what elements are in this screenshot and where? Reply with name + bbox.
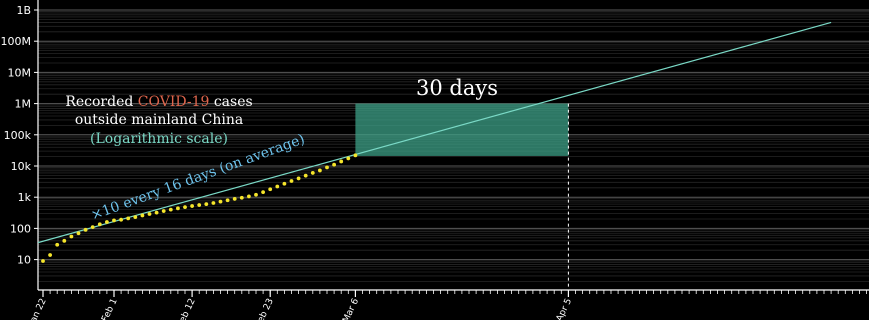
data-point <box>112 218 116 223</box>
x-tick-labels: Jan 22 Feb 1 Feb 12 Feb 23 Mar 6 Apr 5 <box>27 290 574 320</box>
y-tick-label: 1k <box>18 191 32 204</box>
data-point <box>310 171 315 175</box>
data-point <box>48 253 52 257</box>
y-tick-label: 100k <box>4 129 32 142</box>
projection-box <box>355 103 569 290</box>
trend-line <box>37 21 832 244</box>
data-point <box>97 222 102 227</box>
y-tick-label: 10M <box>8 66 32 79</box>
data-point <box>176 206 180 211</box>
data-points <box>41 153 358 263</box>
chart-title-line1: Recorded COVID-19 cases <box>65 94 252 110</box>
y-tick-label: 1B <box>16 4 31 17</box>
major-grid <box>38 9 869 261</box>
x-tick-label: Feb 1 <box>100 297 119 320</box>
data-point <box>339 159 344 164</box>
data-point <box>268 187 273 192</box>
minor-grid <box>38 11 869 282</box>
data-point <box>41 259 45 263</box>
y-tick-label: 100M <box>1 35 32 48</box>
data-point <box>332 162 336 167</box>
data-point <box>204 202 209 207</box>
data-point <box>296 176 301 181</box>
x-tick-label: Jan 22 <box>27 297 48 320</box>
y-tick-label: 100 <box>10 222 31 235</box>
data-point <box>161 209 166 213</box>
y-tick-label: 10k <box>11 160 32 173</box>
data-point <box>90 225 95 230</box>
projection-rect <box>355 103 569 156</box>
title-highlight: COVID-19 <box>138 94 210 110</box>
projection-label: 30 days <box>416 76 498 100</box>
data-point <box>247 194 251 199</box>
data-point <box>126 216 131 221</box>
data-point <box>275 184 280 189</box>
data-point <box>105 220 109 224</box>
data-point <box>133 215 138 220</box>
data-point <box>325 165 329 170</box>
data-point <box>353 153 358 158</box>
data-point <box>147 212 152 216</box>
chart-title-line2: outside mainland China <box>75 112 243 128</box>
x-tick-label: Apr 5 <box>555 297 574 320</box>
trend-line-path <box>37 21 832 244</box>
data-point <box>83 227 88 232</box>
data-point <box>254 192 258 197</box>
title-suffix: cases <box>214 94 253 110</box>
x-tick-label: Mar 6 <box>341 297 361 320</box>
data-point <box>225 198 230 203</box>
data-point <box>261 190 265 195</box>
data-point <box>218 199 223 204</box>
data-point <box>55 242 60 247</box>
data-point <box>154 210 159 215</box>
data-point <box>76 231 81 236</box>
data-point <box>232 197 237 201</box>
chart-title-line3: (Logarithmic scale) <box>90 131 228 147</box>
data-point <box>318 168 322 173</box>
data-point <box>62 238 67 243</box>
data-point <box>183 205 187 210</box>
data-point <box>119 217 123 222</box>
x-tick-label: Feb 23 <box>254 297 276 320</box>
data-point <box>303 173 308 178</box>
title-prefix: Recorded <box>65 94 133 110</box>
y-tick-label: 1M <box>15 98 32 111</box>
data-point <box>346 156 351 161</box>
data-point <box>282 181 287 186</box>
data-point <box>69 234 74 239</box>
x-tick-label: Feb 12 <box>176 297 198 320</box>
data-point <box>197 203 202 207</box>
data-point <box>239 195 244 200</box>
y-tick-labels: 10 100 1k 10k 100k 1M 10M 100M 1B <box>1 4 38 267</box>
data-point <box>168 207 173 212</box>
data-point <box>140 213 145 218</box>
data-point <box>289 179 294 183</box>
y-tick-label: 10 <box>17 254 31 267</box>
data-point <box>190 204 195 208</box>
data-point <box>211 201 216 205</box>
